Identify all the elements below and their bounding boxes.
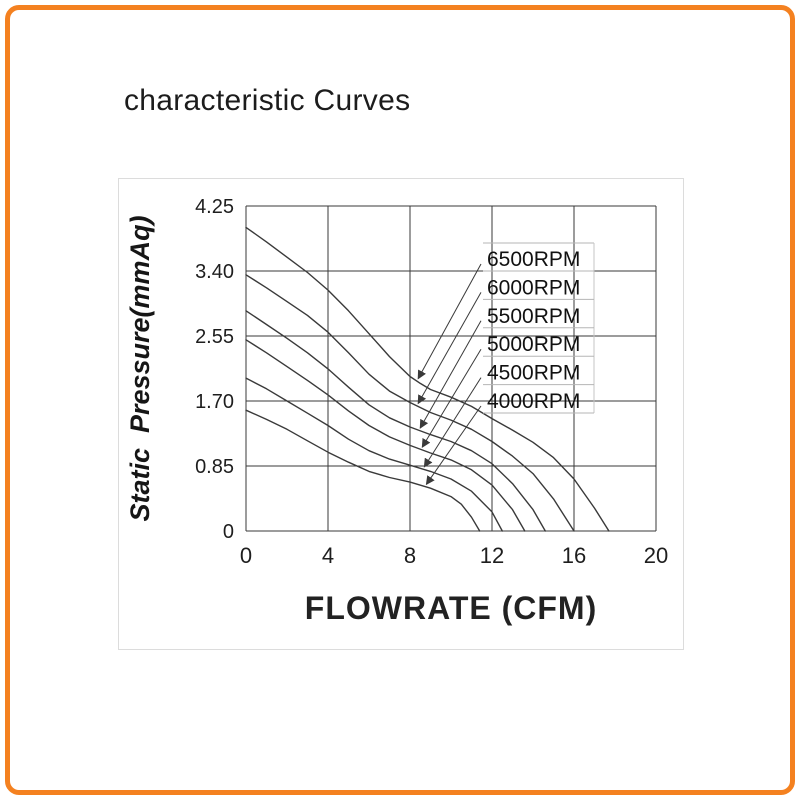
page-title: characteristic Curves	[124, 84, 411, 117]
series-label-5500rpm: 5500RPM	[487, 305, 580, 328]
curve-6500rpm	[245, 226, 610, 532]
characteristic-curves-chart: 0 4 8 12 16 20 0 0.85 1.70 2.55 3.40 4.25 FLOWRATE (…	[125, 196, 668, 626]
x-tick-label: 0	[240, 543, 252, 568]
series-label-4000rpm: 4000RPM	[487, 390, 580, 413]
y-tick-label: 4.25	[195, 196, 234, 218]
label-arrow-4500rpm	[423, 377, 482, 468]
x-tick-label: 20	[644, 543, 668, 568]
label-arrow-4000rpm	[425, 405, 482, 486]
x-tick-label: 8	[404, 543, 416, 568]
curve-4000rpm	[245, 409, 481, 532]
y-tick-label: 0.85	[195, 456, 234, 478]
label-arrow-6500rpm	[417, 263, 482, 380]
x-tick-label: 16	[562, 543, 586, 568]
label-arrow-5500rpm	[419, 320, 482, 429]
label-arrow-5000rpm	[421, 348, 482, 448]
x-axis-label: FLOWRATE (CFM)	[305, 590, 597, 626]
curve-4500rpm	[245, 377, 503, 532]
y-axis-label: Static Pressure(mmAq)	[125, 215, 155, 521]
curve-6000rpm	[245, 274, 575, 532]
y-tick-label: 3.40	[195, 261, 234, 283]
series-label-6000rpm: 6000RPM	[487, 276, 580, 299]
series-label-4500rpm: 4500RPM	[487, 362, 580, 385]
series-label-5000rpm: 5000RPM	[487, 333, 580, 356]
y-tick-label: 0	[223, 521, 234, 543]
x-tick-label: 4	[322, 543, 334, 568]
chart-panel: 0 4 8 12 16 20 0 0.85 1.70 2.55 3.40 4.25 FLOWRATE (…	[118, 178, 684, 650]
series-label-6500rpm: 6500RPM	[487, 248, 580, 271]
y-tick-label: 1.70	[195, 391, 234, 413]
y-tick-label: 2.55	[195, 326, 234, 348]
label-arrow-6000rpm	[417, 292, 482, 405]
x-tick-label: 12	[480, 543, 504, 568]
curve-5500rpm	[245, 310, 546, 532]
curve-5000rpm	[245, 339, 526, 532]
